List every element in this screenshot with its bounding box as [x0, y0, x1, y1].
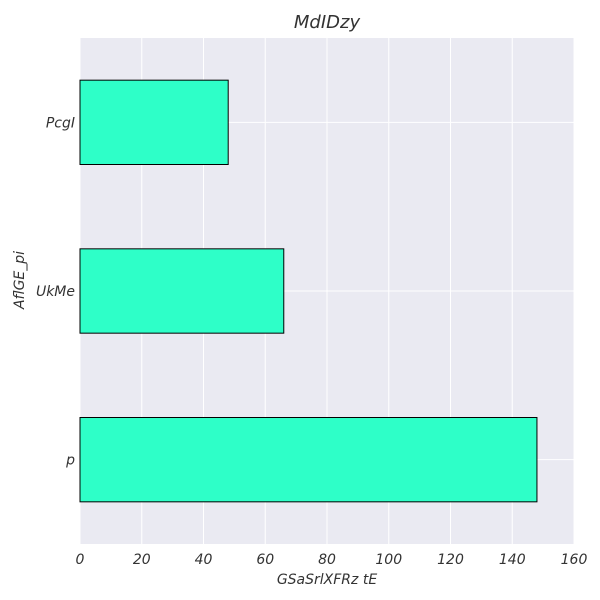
x-tick-label: 160: [561, 552, 588, 568]
x-tick-label: 100: [375, 552, 402, 568]
x-tick-label: 40: [195, 552, 213, 568]
bar-p: [79, 417, 538, 503]
bar-ukme: [79, 248, 285, 334]
x-tick-label: 80: [318, 552, 336, 568]
bars: [79, 79, 538, 503]
x-axis-label: GSaSrlXFRz tE: [277, 572, 378, 588]
bar-pcgi: [79, 79, 229, 165]
y-tick-label: UkMe: [36, 284, 75, 300]
x-tick-label: 0: [76, 552, 85, 568]
y-tick-label: p: [65, 453, 75, 469]
y-axis-ticks: PcgI UkMe p: [36, 115, 75, 468]
x-axis-ticks: 0 20 40 60 80 100 120 140 160: [76, 552, 588, 568]
x-tick-label: 120: [437, 552, 464, 568]
chart-title: MdIDzy: [294, 12, 361, 33]
x-tick-label: 20: [133, 552, 151, 568]
y-tick-label: PcgI: [46, 115, 75, 131]
x-tick-label: 140: [499, 552, 526, 568]
y-axis-label: AflGE_pi: [12, 251, 28, 310]
x-tick-label: 60: [256, 552, 274, 568]
